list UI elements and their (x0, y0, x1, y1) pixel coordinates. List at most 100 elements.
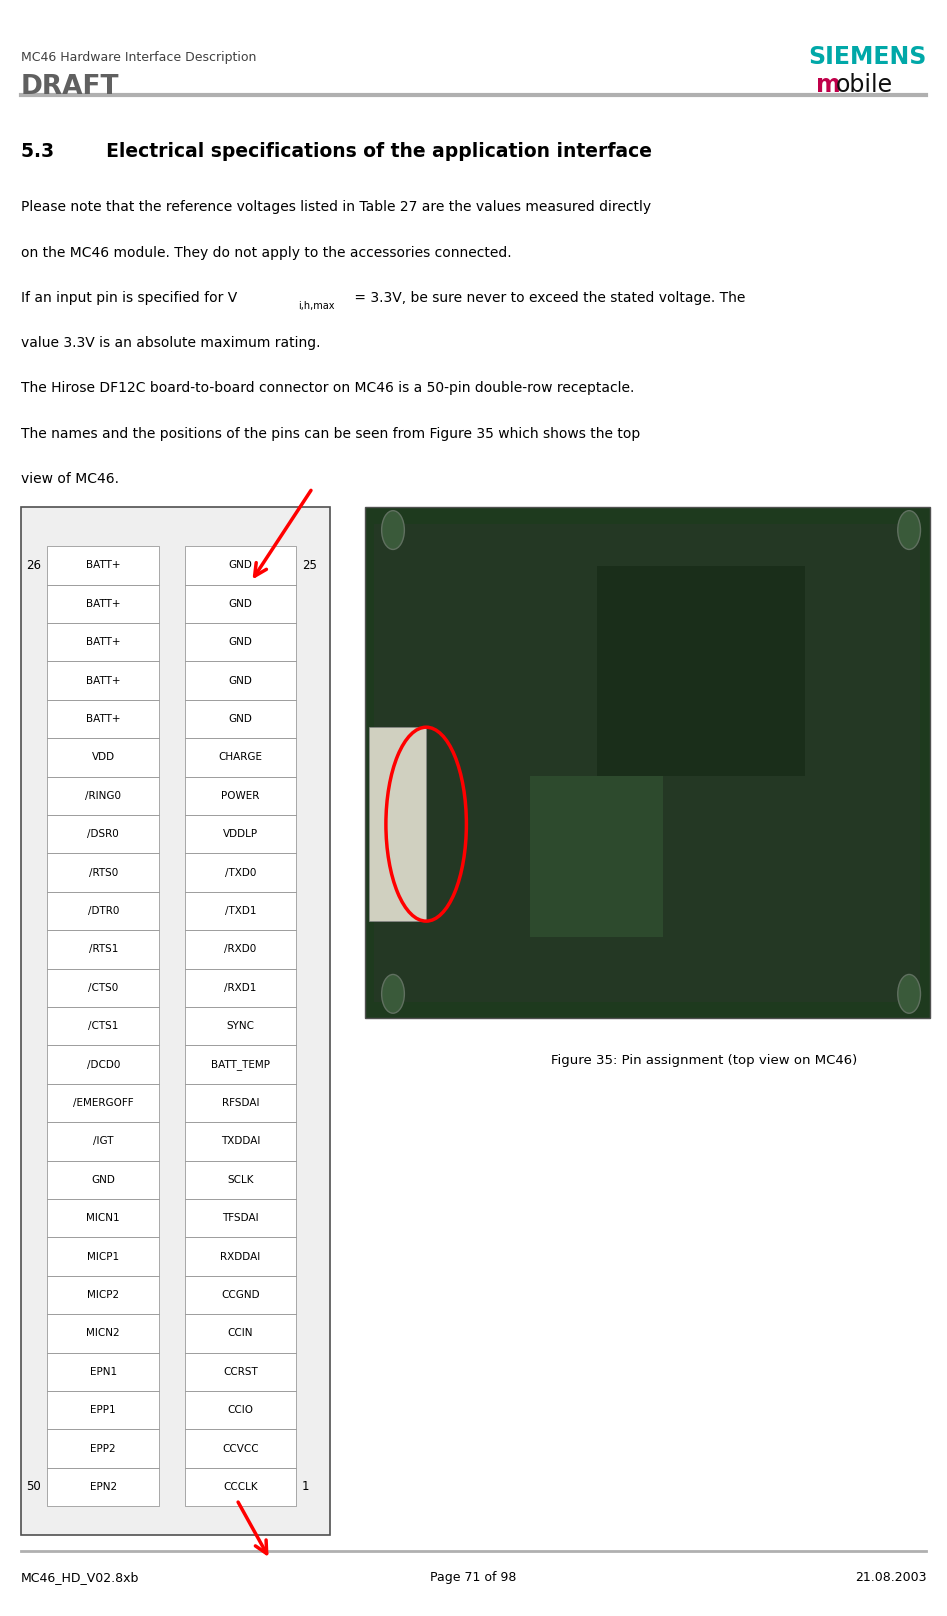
Text: GND: GND (228, 675, 253, 685)
Text: GND: GND (228, 561, 253, 570)
Bar (47, 585, 159, 624)
Bar (365, 507, 930, 1018)
Bar (47, 1046, 159, 1084)
Text: EPP2: EPP2 (90, 1443, 116, 1453)
Text: GND: GND (228, 714, 253, 724)
Text: /CTS1: /CTS1 (88, 1021, 118, 1031)
Text: /IGT: /IGT (93, 1136, 114, 1146)
Text: /EMERGOFF: /EMERGOFF (73, 1097, 134, 1109)
Text: EPN2: EPN2 (90, 1482, 116, 1492)
Text: Please note that the reference voltages listed in Table 27 are the values measur: Please note that the reference voltages … (21, 200, 651, 215)
Text: BATT+: BATT+ (86, 637, 120, 646)
Text: 21.08.2003: 21.08.2003 (854, 1571, 926, 1584)
Bar (47, 892, 159, 931)
Text: TXDDAI: TXDDAI (221, 1136, 260, 1146)
Text: /DTR0: /DTR0 (87, 907, 119, 916)
Bar (47, 1199, 159, 1238)
Text: CHARGE: CHARGE (219, 753, 262, 763)
Bar (47, 931, 159, 968)
Bar (185, 1238, 296, 1275)
Text: Page 71 of 98: Page 71 of 98 (430, 1571, 517, 1584)
Text: EPN1: EPN1 (90, 1367, 116, 1377)
Bar (185, 1199, 296, 1238)
Bar (185, 1391, 296, 1429)
Text: on the MC46 module. They do not apply to the accessories connected.: on the MC46 module. They do not apply to… (21, 246, 511, 260)
Text: i,h,max: i,h,max (298, 301, 335, 310)
Text: 26: 26 (27, 559, 42, 572)
Bar (47, 661, 159, 700)
Text: CCRST: CCRST (223, 1367, 258, 1377)
Bar (185, 931, 296, 968)
Text: SCLK: SCLK (227, 1175, 254, 1185)
Text: /RTS1: /RTS1 (88, 944, 118, 955)
Text: GND: GND (228, 600, 253, 609)
Text: BATT+: BATT+ (86, 714, 120, 724)
Text: TFSDAI: TFSDAI (223, 1214, 259, 1223)
Text: 25: 25 (302, 559, 317, 572)
Bar (597, 566, 805, 776)
Bar (47, 1391, 159, 1429)
Text: CCCLK: CCCLK (223, 1482, 258, 1492)
Text: MC46_HD_V02.8xb: MC46_HD_V02.8xb (21, 1571, 139, 1584)
Bar (47, 1122, 159, 1160)
Bar (185, 546, 296, 585)
Bar (47, 1007, 159, 1046)
Circle shape (898, 974, 920, 1013)
Text: obile: obile (835, 73, 892, 97)
Bar (185, 853, 296, 892)
Bar (47, 777, 159, 814)
Text: SIEMENS: SIEMENS (808, 45, 926, 69)
Text: RFSDAI: RFSDAI (222, 1097, 259, 1109)
Text: DRAFT: DRAFT (21, 74, 119, 100)
Text: RXDDAI: RXDDAI (221, 1251, 260, 1262)
Text: BATT+: BATT+ (86, 600, 120, 609)
Bar (21, 507, 330, 1535)
Text: CCIO: CCIO (227, 1406, 254, 1416)
Bar (185, 777, 296, 814)
Text: value 3.3V is an absolute maximum rating.: value 3.3V is an absolute maximum rating… (21, 336, 320, 351)
Bar (47, 739, 159, 777)
Text: The names and the positions of the pins can be seen from Figure 35 which shows t: The names and the positions of the pins … (21, 427, 640, 441)
Text: = 3.3V, be sure never to exceed the stated voltage. The: = 3.3V, be sure never to exceed the stat… (350, 291, 746, 305)
Bar (47, 1238, 159, 1275)
Text: GND: GND (91, 1175, 116, 1185)
Text: VDD: VDD (92, 753, 115, 763)
Text: /RTS0: /RTS0 (89, 868, 117, 877)
Text: MICP2: MICP2 (87, 1290, 119, 1299)
Text: SYNC: SYNC (226, 1021, 255, 1031)
Text: CCVCC: CCVCC (223, 1443, 259, 1453)
Text: CCGND: CCGND (222, 1290, 259, 1299)
Bar (47, 814, 159, 853)
Bar (185, 585, 296, 624)
Bar (47, 1314, 159, 1353)
Text: m: m (816, 73, 841, 97)
Text: Figure 35: Pin assignment (top view on MC46): Figure 35: Pin assignment (top view on M… (551, 1054, 857, 1067)
Text: MICP1: MICP1 (87, 1251, 119, 1262)
Text: BATT_TEMP: BATT_TEMP (211, 1058, 270, 1070)
Bar (185, 1160, 296, 1199)
Text: /RING0: /RING0 (85, 790, 121, 802)
Bar (47, 1275, 159, 1314)
Text: /CTS0: /CTS0 (88, 983, 118, 992)
Bar (185, 892, 296, 931)
Text: 1: 1 (302, 1480, 310, 1493)
Text: 5.3        Electrical specifications of the application interface: 5.3 Electrical specifications of the app… (21, 142, 652, 162)
Bar (374, 524, 920, 1002)
Bar (185, 624, 296, 661)
Bar (530, 776, 663, 937)
Text: CCIN: CCIN (228, 1328, 253, 1338)
Text: /RXD1: /RXD1 (224, 983, 257, 992)
Text: VDDLP: VDDLP (223, 829, 259, 839)
Text: The Hirose DF12C board-to-board connector on MC46 is a 50-pin double-row recepta: The Hirose DF12C board-to-board connecto… (21, 381, 634, 396)
Bar (47, 968, 159, 1007)
Bar (185, 1314, 296, 1353)
Circle shape (382, 511, 404, 549)
Bar (185, 1275, 296, 1314)
Circle shape (898, 511, 920, 549)
Text: GND: GND (228, 637, 253, 646)
Bar (185, 814, 296, 853)
Bar (47, 1353, 159, 1391)
Text: /DCD0: /DCD0 (86, 1060, 120, 1070)
Text: BATT+: BATT+ (86, 675, 120, 685)
Bar (185, 1122, 296, 1160)
